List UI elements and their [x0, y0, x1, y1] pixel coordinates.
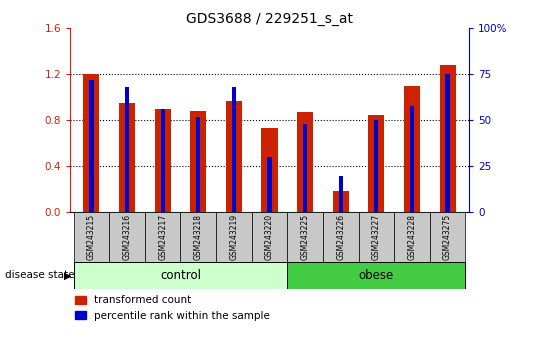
Text: GSM243216: GSM243216: [122, 214, 132, 260]
Text: GSM243225: GSM243225: [301, 214, 309, 260]
Bar: [232, 87, 236, 212]
Bar: [190, 111, 206, 212]
Text: ▶: ▶: [64, 270, 72, 280]
Bar: [430, 212, 465, 262]
Text: GSM243215: GSM243215: [87, 214, 96, 260]
Bar: [84, 74, 100, 212]
Bar: [374, 120, 378, 212]
Bar: [181, 212, 216, 262]
Bar: [368, 115, 384, 212]
Bar: [410, 105, 414, 212]
Bar: [109, 212, 145, 262]
Bar: [303, 124, 307, 212]
Bar: [338, 176, 343, 212]
Text: GSM243217: GSM243217: [158, 214, 167, 260]
Bar: [125, 87, 129, 212]
Bar: [119, 103, 135, 212]
Bar: [333, 190, 349, 212]
Text: GSM243219: GSM243219: [230, 214, 238, 260]
Bar: [267, 157, 272, 212]
Text: GSM243226: GSM243226: [336, 214, 345, 260]
Title: GDS3688 / 229251_s_at: GDS3688 / 229251_s_at: [186, 12, 353, 26]
Bar: [161, 109, 165, 212]
Text: disease state: disease state: [5, 270, 75, 280]
Text: GSM243220: GSM243220: [265, 214, 274, 260]
Bar: [145, 212, 181, 262]
Text: GSM243275: GSM243275: [443, 214, 452, 260]
Bar: [439, 65, 455, 212]
Text: control: control: [160, 269, 201, 282]
Text: obese: obese: [359, 269, 394, 282]
Text: GSM243218: GSM243218: [194, 214, 203, 260]
Bar: [394, 212, 430, 262]
Bar: [297, 112, 313, 212]
Bar: [358, 212, 394, 262]
Bar: [287, 212, 323, 262]
Bar: [252, 212, 287, 262]
Bar: [226, 101, 242, 212]
Bar: [261, 129, 278, 212]
Bar: [404, 86, 420, 212]
Bar: [74, 212, 109, 262]
Bar: [196, 117, 201, 212]
Legend: transformed count, percentile rank within the sample: transformed count, percentile rank withi…: [75, 296, 270, 321]
Text: GSM243227: GSM243227: [372, 214, 381, 260]
Bar: [74, 262, 287, 289]
Text: GSM243228: GSM243228: [407, 214, 417, 260]
Bar: [216, 212, 252, 262]
Bar: [323, 212, 358, 262]
Bar: [445, 74, 450, 212]
Bar: [287, 262, 465, 289]
Bar: [89, 80, 94, 212]
Bar: [155, 109, 171, 212]
